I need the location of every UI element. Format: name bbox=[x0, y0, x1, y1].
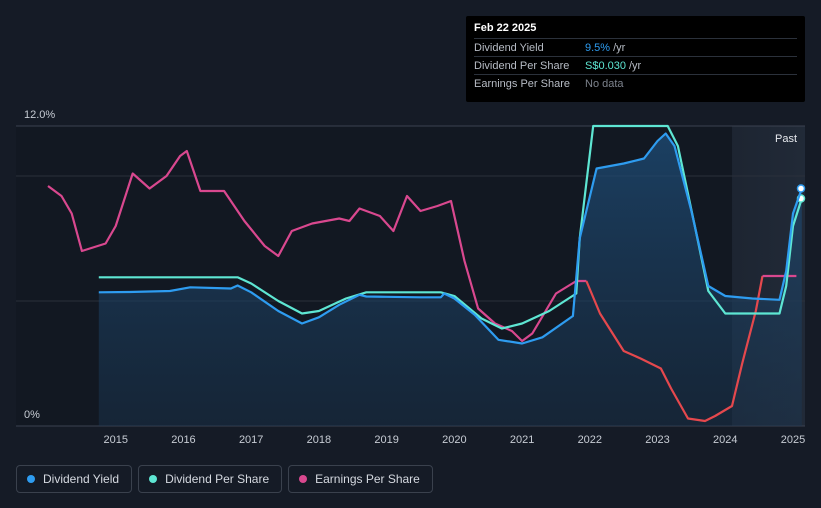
tooltip-label: Earnings Per Share bbox=[474, 77, 570, 90]
chart-legend: Dividend Yield Dividend Per Share Earnin… bbox=[16, 465, 433, 493]
tooltip-date: Feb 22 2025 bbox=[474, 22, 537, 34]
y-tick-label: 0% bbox=[24, 409, 40, 421]
x-tick-label: 2025 bbox=[781, 434, 805, 446]
tooltip-label: Dividend Yield bbox=[474, 41, 544, 54]
earnings-per-share-line bbox=[47, 149, 587, 343]
x-tick-label: 2020 bbox=[442, 434, 466, 446]
tooltip-value: 9.5% bbox=[585, 41, 611, 54]
y-tick-label: 12.0% bbox=[24, 109, 55, 121]
tooltip-row-dividend-per-share: Dividend Per Share S$0.030/yr bbox=[474, 56, 797, 74]
tooltip-label: Dividend Per Share bbox=[474, 59, 570, 72]
x-tick-label: 2022 bbox=[578, 434, 602, 446]
tooltip-unit: /yr bbox=[613, 41, 626, 54]
tick-labels: 12.0% 0% 2015 2016 2017 2018 2019 2020 2021 2022 2… bbox=[24, 109, 805, 446]
dividend-yield-endpoint bbox=[796, 184, 806, 193]
legend-item-dividend-yield[interactable]: Dividend Yield bbox=[16, 465, 133, 493]
tooltip-value: S$0.030 bbox=[585, 59, 626, 72]
x-tick-label: 2015 bbox=[103, 434, 127, 446]
x-tick-label: 2024 bbox=[713, 434, 737, 446]
earnings-per-share-line-decline bbox=[585, 275, 764, 423]
x-tick-label: 2016 bbox=[171, 434, 195, 446]
past-label: Past bbox=[775, 133, 797, 145]
chart-tooltip: Feb 22 2025 Dividend Yield 9.5%/yr Divid… bbox=[466, 16, 805, 102]
x-tick-label: 2021 bbox=[510, 434, 534, 446]
x-tick-label: 2018 bbox=[307, 434, 331, 446]
dividend-per-share-line bbox=[98, 124, 803, 330]
tooltip-row-dividend-yield: Dividend Yield 9.5%/yr bbox=[474, 38, 797, 56]
tooltip-row-earnings-per-share: Earnings Per Share No data bbox=[474, 74, 797, 92]
legend-label: Earnings Per Share bbox=[315, 472, 420, 486]
tooltip-unit: /yr bbox=[628, 59, 642, 72]
legend-dot-icon bbox=[27, 475, 35, 483]
x-tick-label: 2019 bbox=[374, 434, 398, 446]
dividend-yield-line bbox=[98, 132, 803, 345]
line-layer bbox=[47, 124, 806, 423]
legend-dot-icon bbox=[149, 475, 158, 483]
tooltip-value: No data bbox=[585, 77, 624, 90]
legend-label: Dividend Yield bbox=[43, 472, 120, 486]
legend-dot-icon bbox=[299, 475, 308, 483]
x-tick-label: 2017 bbox=[239, 434, 263, 446]
legend-label: Dividend Per Share bbox=[165, 472, 270, 486]
legend-item-earnings-per-share[interactable]: Earnings Per Share bbox=[288, 465, 433, 493]
legend-item-dividend-per-share[interactable]: Dividend Per Share bbox=[138, 465, 283, 493]
x-tick-label: 2023 bbox=[645, 434, 669, 446]
